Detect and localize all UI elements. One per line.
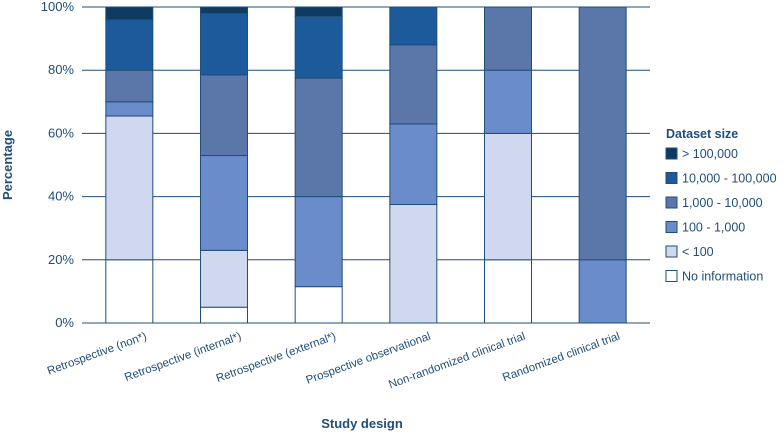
gridlines	[82, 6, 650, 324]
bar-segment	[200, 306, 248, 324]
legend-swatch	[665, 221, 678, 233]
legend: Dataset size > 100,000 10,000 - 100,000 1,…	[665, 127, 777, 284]
bars	[105, 6, 627, 324]
y-tick-label: 40%	[48, 189, 74, 204]
x-axis-title: Study design	[321, 416, 403, 431]
y-tick-label: 100%	[41, 0, 75, 14]
bar-segment	[200, 74, 248, 157]
bar-segment	[105, 115, 154, 261]
legend-label: 10,000 - 100,000	[682, 172, 777, 186]
bar-segment	[200, 6, 248, 14]
y-tick-label: 80%	[48, 62, 74, 77]
bar-segment	[200, 12, 248, 76]
legend-label: No information	[682, 270, 763, 284]
bar-segment	[389, 6, 438, 46]
legend-title: Dataset size	[666, 127, 738, 141]
legend-label: 100 - 1,000	[682, 221, 745, 235]
bar-segment	[294, 196, 343, 288]
y-tick-label: 20%	[48, 252, 74, 267]
bar-segment	[389, 44, 438, 125]
bar-segment	[105, 6, 154, 21]
bar-segment	[105, 69, 154, 103]
legend-label: < 100	[682, 245, 714, 259]
bar-segment	[105, 259, 154, 324]
y-tick-label: 0%	[55, 315, 74, 330]
bar-segment	[294, 15, 343, 79]
legend-label: 1,000 - 10,000	[682, 196, 763, 210]
bar-segment	[294, 77, 343, 198]
y-axis-title: Percentage	[0, 130, 15, 200]
y-tick-label: 60%	[48, 125, 74, 140]
bar-segment	[294, 286, 343, 324]
legend-swatch	[665, 270, 678, 282]
legend-swatch	[665, 245, 678, 258]
bar-segment	[105, 101, 154, 117]
legend-label: > 100,000	[682, 147, 738, 161]
bar-segment	[484, 132, 532, 261]
bar-segment	[294, 6, 343, 17]
legend-swatch	[665, 147, 678, 160]
bar-segment	[578, 259, 627, 324]
bar-segment	[105, 19, 154, 71]
legend-swatch	[665, 172, 678, 184]
bar-segment	[578, 6, 627, 261]
bar-segment	[200, 249, 248, 308]
bar-segment	[484, 69, 532, 134]
bar-segment	[389, 123, 438, 205]
bar-segment	[389, 204, 438, 324]
y-axis-ticks: 0% 20% 40% 60% 80% 100%	[41, 0, 75, 330]
bar-segment	[484, 6, 532, 71]
x-axis-categories: Retrospective (non*)Retrospective (inter…	[46, 330, 622, 391]
legend-swatch	[665, 196, 678, 209]
bar-segment	[484, 259, 532, 324]
bar-segment	[200, 155, 248, 251]
